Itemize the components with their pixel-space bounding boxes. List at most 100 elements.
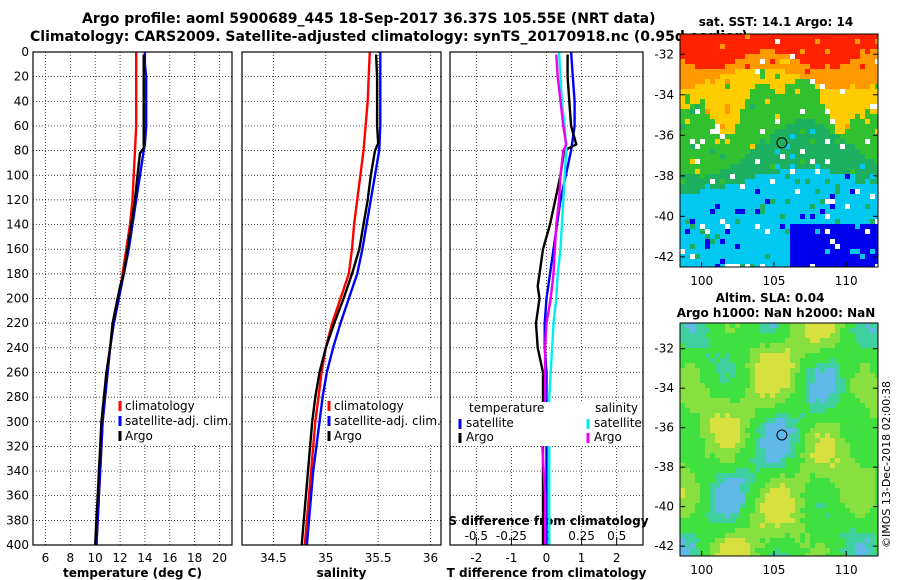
depth-tick-label: 180 <box>6 267 29 281</box>
secondary-tick-label: -0.25 <box>496 529 527 543</box>
salinity-profile-xtick-label: 34.5 <box>260 551 287 565</box>
legend-label: Argo <box>466 430 494 444</box>
depth-tick-label: 280 <box>6 390 29 404</box>
sla-map-ytick-label: -40 <box>654 500 674 514</box>
difference-from-climatology-xtick-label: -2 <box>470 551 482 565</box>
temperature-profile-xtick-label: 20 <box>212 551 227 565</box>
sst-map-title: sat. SST: 14.1 Argo: 14 <box>699 15 853 29</box>
legend-bg <box>326 429 438 443</box>
depth-tick-label: 40 <box>14 94 29 108</box>
difference-from-climatology-xtick-label: 1 <box>578 551 586 565</box>
sst-map-xtick-label: 110 <box>835 274 858 288</box>
sst-map-xtick-label: 100 <box>690 274 713 288</box>
temperature-profile-xlabel: temperature (deg C) <box>63 566 202 580</box>
legend-bg <box>117 414 229 428</box>
secondary-tick-label: 0.5 <box>607 529 626 543</box>
legend-bg <box>117 399 229 413</box>
salinity-profile-xtick-label: 35 <box>318 551 333 565</box>
depth-tick-label: 140 <box>6 218 29 232</box>
sla-map-cells <box>680 323 878 556</box>
sla-map-argo-marker <box>776 429 788 441</box>
sst-map-xtick-label: 105 <box>762 274 785 288</box>
imos-timestamp: ©IMOS 13-Dec-2018 02:00:38 <box>880 381 893 548</box>
figure-title-line-2: Climatology: CARS2009. Satellite-adjuste… <box>30 29 748 45</box>
temperature-profile-xtick-label: 16 <box>162 551 177 565</box>
sla-map-ytick-label: -36 <box>654 421 674 435</box>
depth-tick-label: 60 <box>14 119 29 133</box>
depth-tick-label: 120 <box>6 193 29 207</box>
salinity-profile-xlabel: salinity <box>317 566 367 580</box>
temperature-profile-xtick-label: 14 <box>137 551 152 565</box>
difference-from-climatology-panel: -2 -1 0 1 2S difference from climatology-0.5… <box>447 51 649 580</box>
sla-map-frame <box>679 322 879 557</box>
legend-label: climatology <box>334 399 404 413</box>
difference-from-climatology-xtick-label: -1 <box>505 551 517 565</box>
depth-tick-label: 360 <box>6 489 29 503</box>
depth-tick-label: 220 <box>6 316 29 330</box>
series-salinity-Argo <box>541 54 568 545</box>
temperature-profile-xtick-label: 10 <box>88 551 103 565</box>
legend-label: satellite-adj. clim. <box>334 414 441 428</box>
depth-tick-label: 0 <box>21 45 29 59</box>
secondary-tick-label: 0.25 <box>568 529 595 543</box>
depth-tick-label: 380 <box>6 513 29 527</box>
difference-from-climatology-xlabel: T difference from climatology <box>447 566 647 580</box>
temperature-profile-xtick-label: 6 <box>42 551 50 565</box>
sst-map-ytick-label: -38 <box>654 169 674 183</box>
temperature-profile-xtick-label: 18 <box>187 551 202 565</box>
sst-map-frame <box>679 33 879 268</box>
difference-from-climatology-xtick-label: 0 <box>543 551 551 565</box>
secondary-tick-label: -0.5 <box>465 529 488 543</box>
legend-bg <box>326 414 438 428</box>
sla-map-subtitle: Argo h1000: NaN h2000: NaN <box>677 306 876 320</box>
sla-map-ytick-label: -38 <box>654 460 674 474</box>
legend-title-salinity: salinity <box>595 401 638 415</box>
legend-label: satellite <box>466 416 514 430</box>
depth-tick-label: 100 <box>6 168 29 182</box>
legend-label: satellite-adj. clim. <box>125 414 232 428</box>
sst-map: 100 105 110 -32 -34 -36 -38 -40 -42 <box>654 33 879 288</box>
sst-map-ytick-label: -40 <box>654 209 674 223</box>
legend-label: Argo <box>334 429 362 443</box>
depth-tick-label: 320 <box>6 439 29 453</box>
salinity-profile-xtick-label: 35.5 <box>365 551 392 565</box>
temperature-profile-panel: 6 8 10 12 14 16 18 2002040608010012014016018020… <box>6 45 233 580</box>
legend-bg <box>117 429 229 443</box>
temperature-profile-frame <box>32 51 233 546</box>
sst-map-ytick-label: -36 <box>654 128 674 142</box>
sst-map-ytick-label: -42 <box>654 250 674 264</box>
legend-bg <box>452 402 642 446</box>
temperature-profile-series-argo <box>94 54 145 546</box>
temperature-profile-xtick-label: 8 <box>66 551 74 565</box>
sla-map-xtick-label: 100 <box>690 563 713 577</box>
legend-label: Argo <box>125 429 153 443</box>
sst-map-ytick-label: -32 <box>654 47 674 61</box>
legend-label: Argo <box>594 430 622 444</box>
legend-label: satellite <box>594 416 642 430</box>
legend-label: climatology <box>125 399 195 413</box>
sla-map-xtick-label: 105 <box>762 563 785 577</box>
sst-map-argo-marker <box>776 137 788 149</box>
salinity-profile-series-satellite-adj-clim <box>305 52 382 546</box>
salinity-profile-xtick-label: 36 <box>423 551 438 565</box>
depth-tick-label: 300 <box>6 415 29 429</box>
depth-tick-label: 160 <box>6 242 29 256</box>
sla-map-xtick-label: 110 <box>835 563 858 577</box>
sla-map-title: Altim. SLA: 0.04 <box>716 291 825 305</box>
salinity-profile-frame <box>241 51 442 546</box>
depth-tick-label: 240 <box>6 341 29 355</box>
difference-from-climatology-xtick-label: 2 <box>613 551 621 565</box>
depth-tick-label: 80 <box>14 144 29 158</box>
sst-map-cells <box>680 34 878 267</box>
sla-map-ytick-label: -42 <box>654 539 674 553</box>
figure-title-line-1: Argo profile: aoml 5900689_445 18-Sep-20… <box>82 11 656 27</box>
legend-title-temperature: temperature <box>469 401 544 415</box>
depth-tick-label: 400 <box>6 538 29 552</box>
depth-tick-label: 20 <box>14 70 29 84</box>
salinity-profile-series-climatology <box>303 51 371 546</box>
temperature-profile-xtick-label: 12 <box>112 551 127 565</box>
depth-tick-label: 200 <box>6 292 29 306</box>
sst-map-ytick-label: -34 <box>654 88 674 102</box>
sla-map: 100 105 110 -32 -34 -36 -38 -40 -42 <box>654 322 879 577</box>
